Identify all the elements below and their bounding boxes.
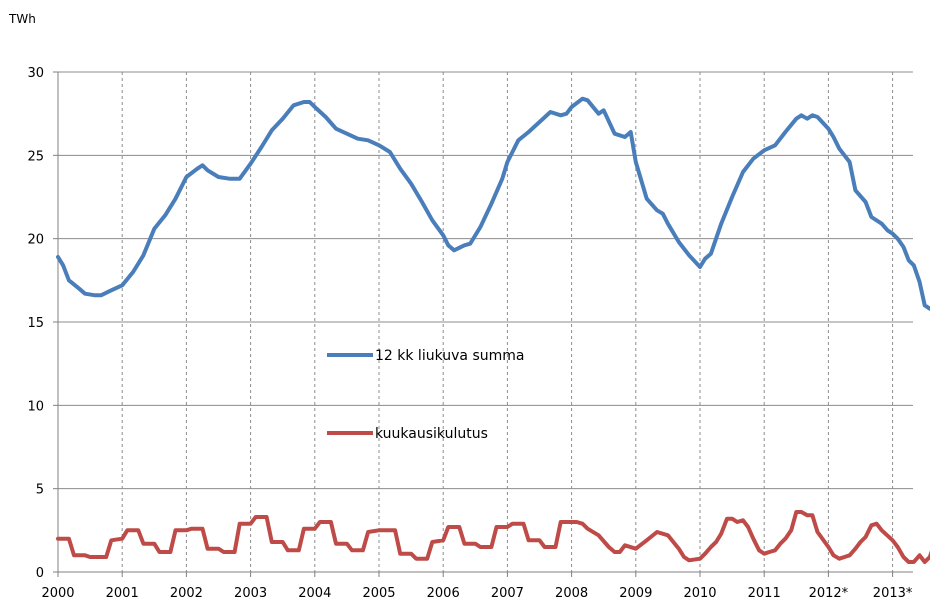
- x-tick-label: 2007: [491, 586, 524, 601]
- legend-label-monthly: kuukausikulutus: [375, 426, 488, 442]
- y-tick-label: 10: [27, 399, 44, 414]
- x-tick-label: 2001: [106, 586, 139, 601]
- x-tick-label: 2002: [170, 586, 203, 601]
- x-tick-label: 2013*: [873, 586, 913, 601]
- x-tick-label: 2009: [619, 586, 652, 601]
- y-tick-label: 25: [27, 149, 44, 164]
- x-tick-label: 2012*: [809, 586, 849, 601]
- series-line-rolling-sum: [56, 96, 930, 311]
- legend-label-rolling-sum: 12 kk liukuva summa: [375, 348, 524, 364]
- x-tick-label: 2008: [555, 586, 588, 601]
- series-line-monthly: [56, 510, 930, 564]
- legend: 12 kk liukuva summa kuukausikulutus: [327, 348, 524, 442]
- y-tick-label: 20: [27, 233, 44, 248]
- y-unit-label: TWh: [8, 12, 36, 26]
- x-tick-label: 2005: [362, 586, 395, 601]
- x-tick-label: 2011: [748, 586, 781, 601]
- y-tick-label: 0: [36, 566, 44, 581]
- x-tick-label: 2010: [683, 586, 716, 601]
- y-tick-label: 30: [27, 66, 44, 81]
- x-tick-label: 2004: [298, 586, 331, 601]
- x-tick-label: 2003: [234, 586, 267, 601]
- gridlines: [58, 71, 913, 572]
- y-tick-label: 5: [36, 483, 44, 498]
- x-tick-labels: 2000 2001 2002 2003 2004 2005 2006 2007 2008 2009…: [41, 572, 913, 601]
- y-tick-label: 15: [27, 316, 44, 331]
- y-tick-labels: 0 5 10 15 20 25 30: [27, 66, 58, 581]
- legend-entry-rolling-sum: 12 kk liukuva summa: [327, 348, 524, 364]
- legend-entry-monthly: kuukausikulutus: [327, 426, 488, 442]
- x-tick-label: 2006: [427, 586, 460, 601]
- series-lines: [56, 96, 930, 564]
- x-tick-label: 2000: [41, 586, 74, 601]
